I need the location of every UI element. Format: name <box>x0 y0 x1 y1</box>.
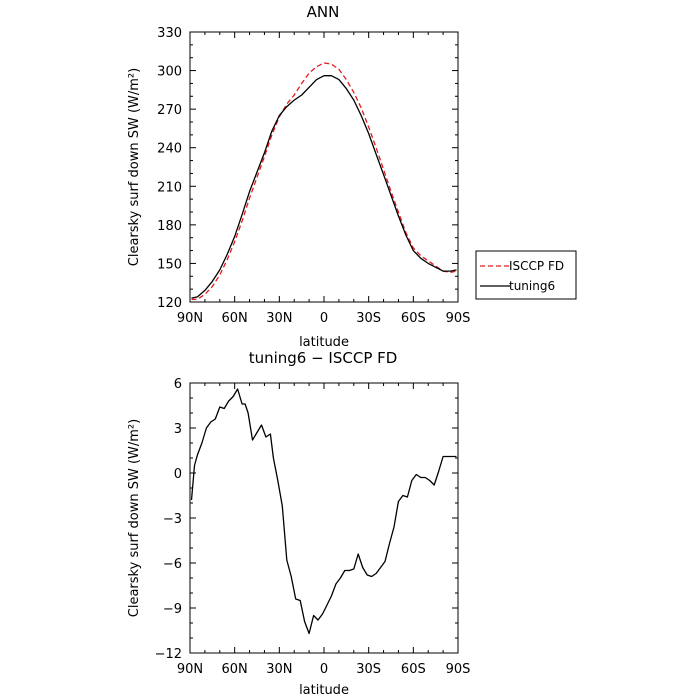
top-x-tick-label: 90S <box>446 311 471 326</box>
top-series-line-0 <box>191 62 457 301</box>
top-series-group <box>191 62 457 301</box>
top-y-tick-label: 180 <box>157 219 182 234</box>
top-chart-panel: ANN 90N 60N 30N 0 30S 60S 90S 120 150 180 210 240 27… <box>127 3 577 350</box>
bottom-y-tick-label: −6 <box>163 557 182 572</box>
top-y-tick-label: 330 <box>157 26 182 41</box>
legend: ISCCP FD tuning6 <box>475 250 577 300</box>
top-x-tick-label: 30S <box>356 311 381 326</box>
bottom-x-tick-label: 90N <box>177 662 203 677</box>
top-y-tick-label: 240 <box>157 142 182 157</box>
top-y-tick-label: 300 <box>157 65 182 80</box>
bottom-series-line-0 <box>190 388 457 635</box>
bottom-x-tick-label: 30N <box>266 662 292 677</box>
top-y-tick-label: 210 <box>157 180 182 195</box>
bottom-x-tick-label: 0 <box>320 662 328 677</box>
top-chart-title: ANN <box>307 3 340 21</box>
top-x-tick-label: 30N <box>266 311 292 326</box>
bottom-y-tick-label: −12 <box>155 647 182 662</box>
bottom-y-tick-label: −9 <box>163 602 182 617</box>
top-x-tick-label: 0 <box>320 311 328 326</box>
bottom-plot-frame <box>189 382 459 654</box>
top-y-tick-label: 270 <box>157 103 182 118</box>
top-x-axis-title: latitude <box>299 335 349 350</box>
top-y-tick-label: 150 <box>157 257 182 272</box>
bottom-x-tick-label: 60N <box>222 662 248 677</box>
bottom-x-tick-label: 90S <box>446 662 471 677</box>
bottom-x-tick-label: 30S <box>356 662 381 677</box>
top-x-tick-label: 90N <box>177 311 203 326</box>
bottom-axis-ticks: 90N 60N 30N 0 30S 60S 90S −12 −9 −6 −3 0 3 6 <box>155 377 471 677</box>
legend-label-tuning6: tuning6 <box>509 279 555 293</box>
bottom-x-tick-label: 60S <box>401 662 426 677</box>
top-y-axis-title: Clearsky surf down SW (W/m²) <box>127 68 142 266</box>
top-x-tick-label: 60S <box>401 311 426 326</box>
bottom-y-tick-label: −3 <box>163 512 182 527</box>
bottom-y-tick-label: 3 <box>174 422 182 437</box>
bottom-series-group <box>190 388 457 635</box>
legend-label-isccp: ISCCP FD <box>509 259 564 273</box>
top-series-line-1 <box>191 75 457 299</box>
top-x-tick-label: 60N <box>222 311 248 326</box>
bottom-chart-title: tuning6 − ISCCP FD <box>249 349 398 367</box>
top-axis-ticks: 90N 60N 30N 0 30S 60S 90S 120 150 180 210 240 270 300… <box>157 26 470 326</box>
top-y-tick-label: 120 <box>157 296 182 311</box>
bottom-y-tick-label: 6 <box>174 377 182 392</box>
bottom-y-tick-label: 0 <box>174 467 182 482</box>
bottom-x-axis-title: latitude <box>299 683 349 698</box>
top-plot-frame <box>189 31 459 303</box>
bottom-y-axis-title: Clearsky surf down SW (W/m²) <box>127 419 142 617</box>
bottom-chart-panel: tuning6 − ISCCP FD 90N 60N 30N 0 30S 60S 90S −1… <box>127 349 470 698</box>
legend-box <box>475 250 577 300</box>
